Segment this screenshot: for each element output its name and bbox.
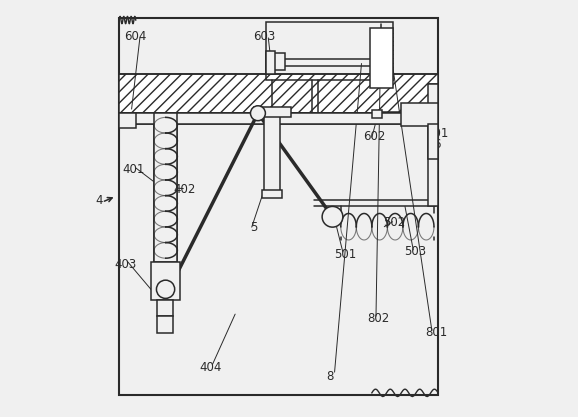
Text: 8: 8 [327,370,334,383]
Text: 501: 501 [334,248,356,261]
Bar [157,316,173,333]
Bar [401,103,438,126]
Bar [428,84,438,206]
Text: 801: 801 [425,326,447,339]
Bar [266,53,285,70]
Circle shape [157,280,175,299]
Bar [370,28,392,88]
Bar [119,18,438,395]
Bar [262,190,282,198]
Text: 4: 4 [95,194,103,207]
Bar [428,123,438,159]
Text: 5: 5 [250,221,257,234]
Text: 404: 404 [199,362,221,374]
Bar [157,300,173,316]
Text: 403: 403 [114,258,136,271]
Text: 503: 503 [404,246,427,259]
Text: 601: 601 [426,128,449,141]
Text: 602: 602 [363,130,385,143]
Bar [119,113,438,123]
Text: 802: 802 [367,312,389,325]
Bar [119,74,438,113]
Bar [266,51,275,74]
Text: 502: 502 [383,216,406,229]
Bar [151,262,180,300]
Bar [372,110,382,118]
Text: 402: 402 [173,183,196,196]
Text: 604: 604 [124,30,147,43]
Bar [154,113,177,262]
Text: 401: 401 [123,163,145,176]
Text: 603: 603 [253,30,275,43]
Circle shape [250,106,265,121]
Bar [119,113,136,128]
Text: 6: 6 [434,138,441,151]
Bar [254,107,291,117]
Bar [264,115,280,194]
Bar [266,22,392,80]
Circle shape [322,206,343,227]
